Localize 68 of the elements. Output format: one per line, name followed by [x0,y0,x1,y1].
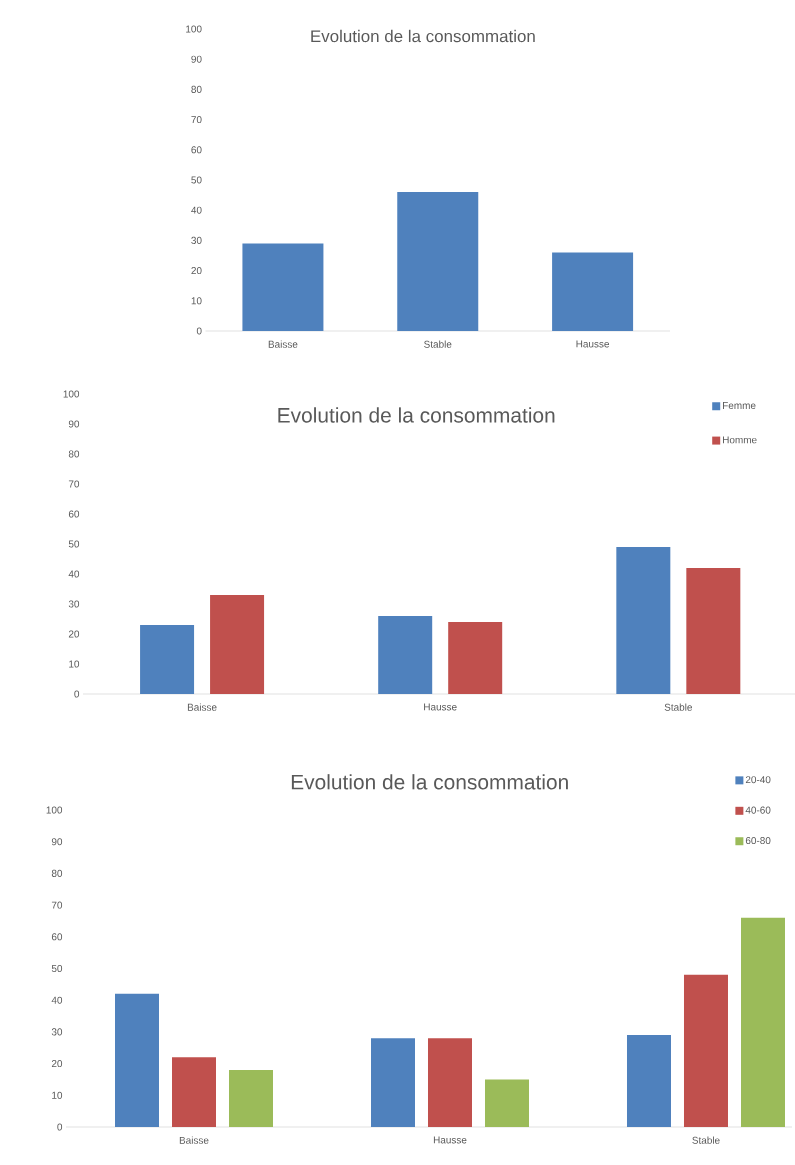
bar [626,1035,671,1127]
y-tick-label: 100 [186,25,202,33]
bar [397,192,479,331]
x-tick-label: Baisse [268,340,298,348]
chart-title: Evolution de la consommation [311,29,535,43]
x-tick-label: Baisse [187,703,217,711]
y-tick-label: 70 [191,116,202,124]
legend-label: Homme [723,436,757,444]
bar [616,546,671,694]
y-tick-label: 40 [68,570,80,578]
bar [140,624,195,694]
x-tick-label: Stable [664,703,692,711]
y-tick-label: 0 [57,1123,63,1131]
bar [552,252,634,331]
y-tick-label: 50 [51,964,63,973]
y-tick-label: 90 [191,55,202,63]
y-tick-label: 60 [68,510,80,518]
legend-label: 60-80 [745,837,771,845]
bar [242,243,324,331]
bar [115,993,159,1127]
legend-label: Femme [723,402,756,410]
y-tick-label: 10 [69,660,80,668]
y-tick-label: 50 [191,176,202,184]
bar [686,567,741,694]
bar [740,917,785,1127]
bar [378,615,433,694]
y-tick-label: 90 [68,420,80,428]
bar [485,1079,529,1127]
bar [172,1057,216,1127]
x-tick-label: Hausse [433,1136,467,1144]
legend-label: 20-40 [745,776,771,784]
y-tick-label: 20 [51,1060,63,1068]
y-tick-label: 100 [63,390,80,398]
y-tick-label: 30 [51,1028,63,1036]
chart-title: Evolution de la consommation [291,774,568,790]
y-tick-label: 90 [51,838,63,846]
y-tick-label: 60 [191,146,202,154]
y-tick-label: 70 [68,480,80,488]
y-tick-label: 30 [191,236,202,244]
y-tick-label: 40 [191,206,202,214]
legend-label: 40-60 [745,806,771,814]
bar [229,1069,273,1127]
y-tick-label: 100 [46,806,63,814]
y-tick-label: 10 [52,1091,63,1099]
bar [428,1038,472,1127]
y-tick-label: 20 [191,267,202,275]
bar [448,621,503,694]
y-tick-label: 70 [51,901,63,909]
y-tick-label: 30 [68,600,80,608]
x-tick-label: Baisse [179,1136,209,1144]
y-tick-label: 0 [196,327,202,335]
bar [683,974,728,1127]
y-tick-label: 80 [51,869,63,877]
x-tick-label: Stable [692,1136,720,1144]
y-tick-label: 80 [68,450,80,458]
bar [210,594,265,694]
text: Evolution de la consommation [278,407,555,423]
x-tick-label: Stable [424,340,452,348]
y-tick-label: 0 [74,690,80,698]
x-tick-label: Hausse [576,340,610,348]
y-tick-label: 20 [68,630,80,638]
y-tick-label: 50 [68,540,80,548]
bar [371,1038,415,1127]
y-tick-label: 10 [191,297,202,305]
y-tick-label: 80 [191,85,202,93]
x-tick-label: Hausse [424,703,457,711]
y-tick-label: 60 [51,933,63,941]
y-tick-label: 40 [51,996,63,1004]
